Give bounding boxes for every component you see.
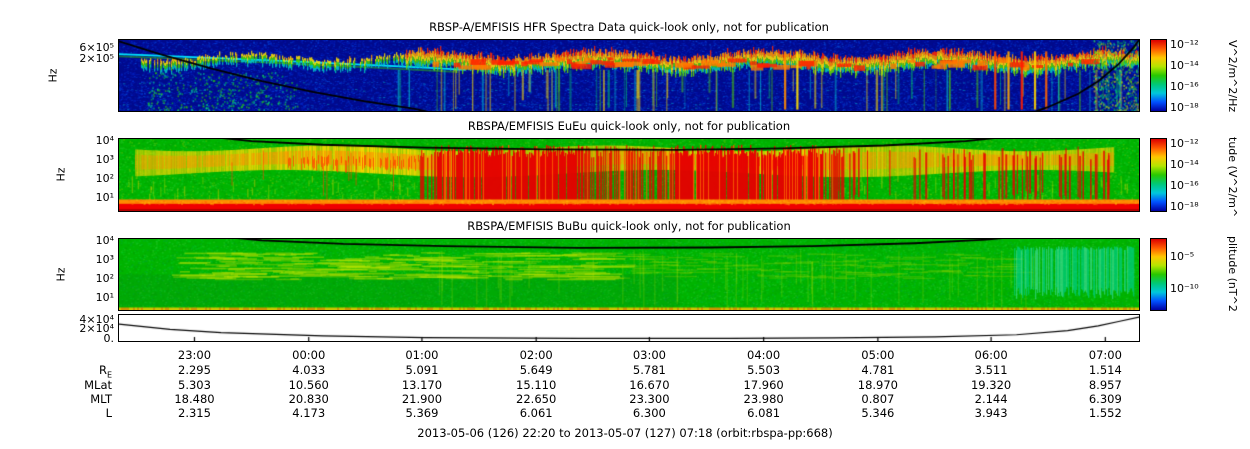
panel1-colorbar <box>1150 39 1167 112</box>
ephemeris-value-mlat: 13.170 <box>401 378 443 392</box>
row-label-l: L <box>105 406 112 420</box>
panel2-ytick-1e2: 10² <box>95 172 114 185</box>
ephemeris-value-mlat: 19.320 <box>970 378 1012 392</box>
buBu-spectrogram-canvas <box>119 239 1139 310</box>
time-tick-label: 07:00 <box>1088 348 1122 362</box>
ephemeris-value-l: 2.315 <box>178 406 211 420</box>
panel3-ytick-1e2: 10² <box>95 272 114 285</box>
panel3-ylabel: Hz <box>54 267 68 282</box>
panel1-spectrogram <box>118 39 1140 112</box>
panel3-title: RBSPA/EMFISIS BuBu quick-look only, not … <box>467 219 791 233</box>
panel1-cbar-tick: 10⁻¹⁴ <box>1170 59 1199 72</box>
panel3-cbar-tick: 10⁻¹⁰ <box>1170 282 1199 295</box>
row-label-re: RE <box>56 363 112 379</box>
ephemeris-value-mlt: 2.144 <box>974 392 1008 406</box>
panel2-cbar-tick: 10⁻¹⁸ <box>1170 200 1199 213</box>
panel1-title: RBSP-A/EMFISIS HFR Spectra Data quick-lo… <box>429 20 829 34</box>
panel2-colorbar-canvas <box>1151 139 1166 211</box>
ephemeris-value-l: 6.061 <box>519 406 553 420</box>
row-label-mlat: MLat <box>84 378 112 392</box>
panel2-cbar-tick: 10⁻¹⁴ <box>1170 158 1199 171</box>
ephemeris-value-mlat: 10.560 <box>288 378 329 392</box>
panel2-cbar-tick: 10⁻¹⁶ <box>1170 179 1199 192</box>
ephemeris-value-r: 4.781 <box>861 363 895 377</box>
panel3-spectrogram <box>118 238 1140 311</box>
ephemeris-value-mlt: 23.300 <box>629 392 670 406</box>
panel3-ytick-1e4: 10⁴ <box>95 234 114 247</box>
panel2-ytick-1e4: 10⁴ <box>95 134 114 147</box>
panel3-ytick-1e1: 10¹ <box>95 291 114 304</box>
row-label-re-sub: E <box>106 370 112 380</box>
panel1-colorbar-label: V^2/m^2/Hz <box>1226 40 1239 113</box>
ephemeris-value-r: 5.091 <box>405 363 439 377</box>
ephemeris-value-r: 4.033 <box>292 363 326 377</box>
panel2-title: RBSPA/EMFISIS EuEu quick-look only, not … <box>467 119 791 133</box>
panel3-colorbar-canvas <box>1151 239 1166 310</box>
panel1-cbar-tick: 10⁻¹⁶ <box>1170 80 1199 93</box>
panel1-cbar-tick: 10⁻¹² <box>1170 38 1199 51</box>
panel2-spectrogram <box>118 138 1140 212</box>
time-tick-label: 03:00 <box>632 348 666 362</box>
ephemeris-value-mlat: 16.670 <box>629 378 670 392</box>
ephemeris-value-l: 4.173 <box>292 406 326 420</box>
ephemeris-value-mlt: 21.900 <box>401 392 443 406</box>
time-tick-label: 23:00 <box>177 348 212 362</box>
ephemeris-value-l: 6.081 <box>747 406 781 420</box>
panel3-colorbar <box>1150 238 1167 311</box>
panel4-ytick-2e4: 2×10⁴ <box>79 322 114 335</box>
panel2-colorbar-label: tude (V^2/m^ <box>1226 137 1239 218</box>
ephemeris-value-mlt: 18.480 <box>174 392 215 406</box>
hfr-spectrogram-canvas <box>119 40 1139 111</box>
panel4-ytick-4e4: 4×10⁴ <box>79 313 114 326</box>
time-tick-label: 02:00 <box>519 348 553 362</box>
panel3-colorbar-label: plitude (nT^2 <box>1226 236 1239 312</box>
figure-caption: 2013-05-06 (126) 22:20 to 2013-05-07 (12… <box>417 426 833 440</box>
row-label-re-main: R <box>98 363 107 377</box>
ephemeris-value-r: 5.503 <box>747 363 781 377</box>
panel4-line-plot <box>118 314 1140 342</box>
panel1-ytick-6e5: 6×10⁵ <box>79 41 114 54</box>
ephemeris-value-l: 5.346 <box>861 406 895 420</box>
panel2-ytick-1e1: 10¹ <box>95 191 114 204</box>
ephemeris-value-r: 5.649 <box>519 363 553 377</box>
time-tick-label: 01:00 <box>405 348 439 362</box>
ephemeris-value-r: 1.514 <box>1088 363 1122 377</box>
ephemeris-value-r: 3.511 <box>974 363 1008 377</box>
ephemeris-value-l: 1.552 <box>1088 406 1122 420</box>
time-tick-label: 00:00 <box>292 348 326 362</box>
panel2-cbar-tick: 10⁻¹² <box>1170 137 1199 150</box>
time-tick-label: 04:00 <box>747 348 781 362</box>
panel1-ylabel: Hz <box>46 68 60 83</box>
ephemeris-value-mlt: 23.980 <box>743 392 784 406</box>
panel3-ytick-1e3: 10³ <box>95 253 114 266</box>
ephemeris-value-mlt: 6.309 <box>1088 392 1122 406</box>
row-label-mlt: MLT <box>90 392 112 406</box>
panel2-ylabel: Hz <box>54 167 68 182</box>
ephemeris-value-mlat: 17.960 <box>743 378 784 392</box>
ephemeris-value-mlat: 15.110 <box>516 378 557 392</box>
ephemeris-value-mlat: 8.957 <box>1088 378 1122 392</box>
panel1-cbar-tick: 10⁻¹⁸ <box>1170 101 1199 114</box>
panel1-ytick-2e5: 2×10⁵ <box>79 52 114 65</box>
ephemeris-value-mlt: 0.807 <box>861 392 895 406</box>
ephemeris-value-r: 2.295 <box>178 363 211 377</box>
ephemeris-value-mlt: 22.650 <box>516 392 557 406</box>
panel1-colorbar-canvas <box>1151 40 1166 111</box>
time-tick-label: 05:00 <box>861 348 895 362</box>
panel2-ytick-1e3: 10³ <box>95 153 114 166</box>
ephemeris-value-l: 3.943 <box>974 406 1008 420</box>
ephemeris-value-l: 6.300 <box>632 406 666 420</box>
fce-line-canvas <box>119 315 1139 341</box>
ephemeris-value-mlt: 20.830 <box>288 392 329 406</box>
ephemeris-value-l: 5.369 <box>405 406 439 420</box>
time-tick-label: 06:00 <box>974 348 1008 362</box>
panel3-cbar-tick: 10⁻⁵ <box>1170 250 1195 263</box>
panel2-colorbar <box>1150 138 1167 212</box>
euEu-spectrogram-canvas <box>119 139 1139 211</box>
panel4-ytick-0: 0. <box>103 332 115 345</box>
ephemeris-value-mlat: 5.303 <box>178 378 211 392</box>
ephemeris-value-r: 5.781 <box>632 363 666 377</box>
ephemeris-value-mlat: 18.970 <box>857 378 898 392</box>
